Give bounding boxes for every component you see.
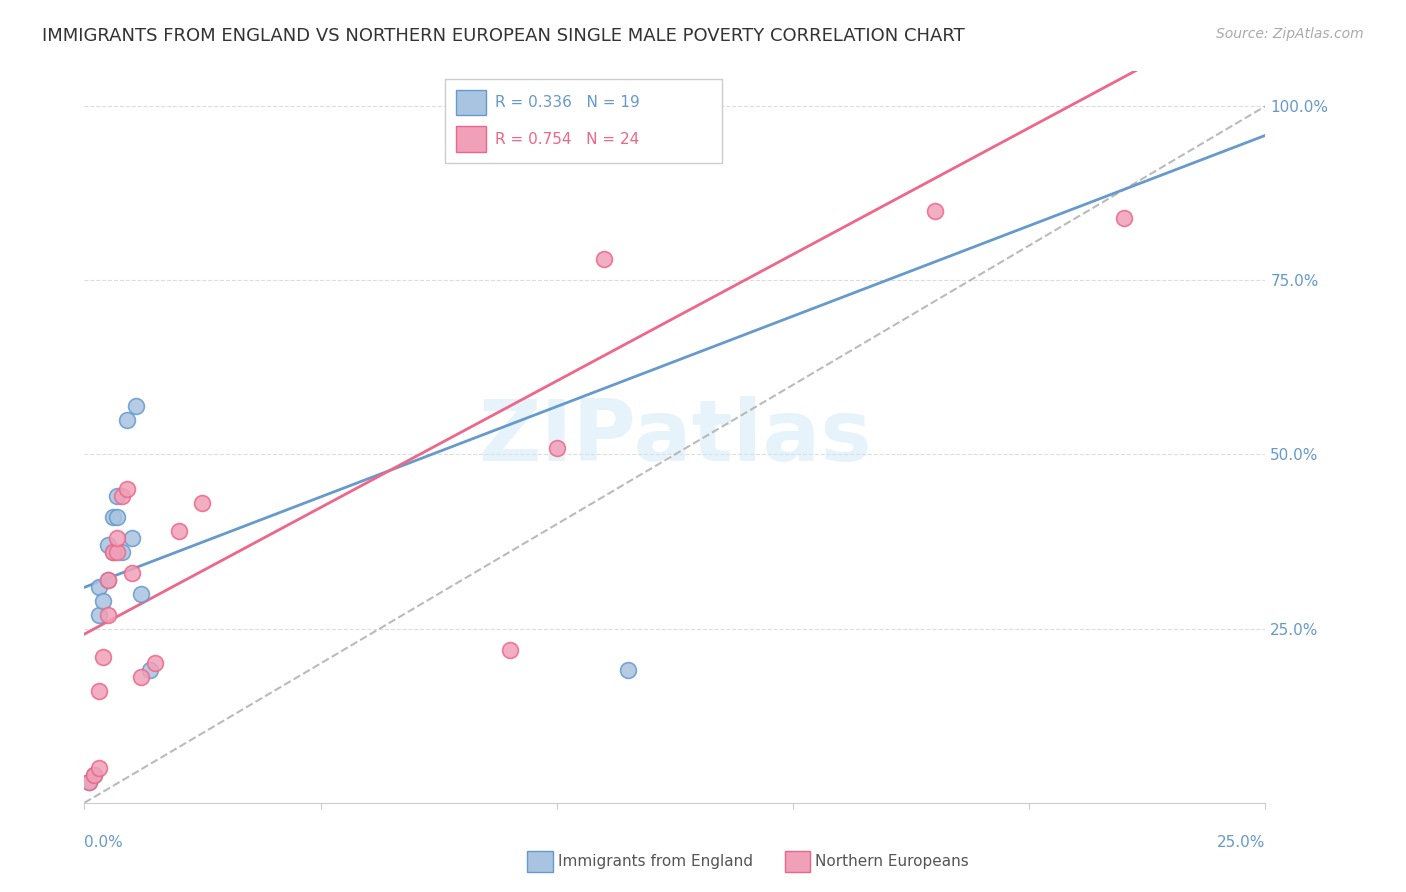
Text: R = 0.754   N = 24: R = 0.754 N = 24 (495, 132, 640, 147)
Point (77, 775, 100, 789)
Point (616, 664, 638, 678)
Point (1112, 211, 1135, 225)
Point (498, 642, 520, 657)
Point (121, 566, 143, 580)
Point (688, 106, 710, 120)
Point (111, 545, 134, 559)
Point (111, 489, 134, 503)
Point (97, 573, 120, 587)
Point (191, 496, 214, 510)
Point (97, 607, 120, 622)
FancyBboxPatch shape (457, 126, 486, 152)
Point (83, 768, 105, 782)
Point (924, 203, 946, 218)
Point (640, 106, 662, 120)
Point (593, 252, 616, 267)
Point (91, 594, 114, 608)
Text: Source: ZipAtlas.com: Source: ZipAtlas.com (1216, 27, 1364, 41)
Point (101, 510, 124, 524)
Point (87, 580, 110, 594)
FancyBboxPatch shape (457, 90, 486, 115)
Point (91, 649, 114, 664)
FancyBboxPatch shape (444, 78, 723, 163)
Text: ZIPatlas: ZIPatlas (478, 395, 872, 479)
Point (97, 538, 120, 552)
Point (87, 684, 110, 698)
Point (121, 531, 143, 545)
Point (546, 441, 568, 455)
Text: R = 0.336   N = 19: R = 0.336 N = 19 (495, 95, 640, 111)
Point (101, 545, 124, 559)
Text: IMMIGRANTS FROM ENGLAND VS NORTHERN EUROPEAN SINGLE MALE POVERTY CORRELATION CHA: IMMIGRANTS FROM ENGLAND VS NORTHERN EURO… (42, 27, 965, 45)
Point (125, 399, 148, 413)
Point (107, 545, 129, 559)
Point (83, 768, 105, 782)
Text: 0.0%: 0.0% (84, 835, 124, 850)
Point (139, 664, 162, 678)
Point (129, 587, 152, 601)
Point (107, 489, 129, 503)
Point (143, 657, 166, 671)
Text: Northern Europeans: Northern Europeans (815, 855, 969, 869)
Point (115, 483, 138, 497)
Text: 25.0%: 25.0% (1218, 835, 1265, 850)
Point (107, 531, 129, 545)
Point (97, 573, 120, 587)
Point (167, 524, 190, 538)
Point (87, 607, 110, 622)
Point (77, 775, 100, 789)
Point (129, 670, 152, 684)
Point (640, 106, 662, 120)
Point (107, 510, 129, 524)
Text: Immigrants from England: Immigrants from England (558, 855, 754, 869)
Point (115, 412, 138, 426)
Point (87, 761, 110, 775)
Point (101, 545, 124, 559)
